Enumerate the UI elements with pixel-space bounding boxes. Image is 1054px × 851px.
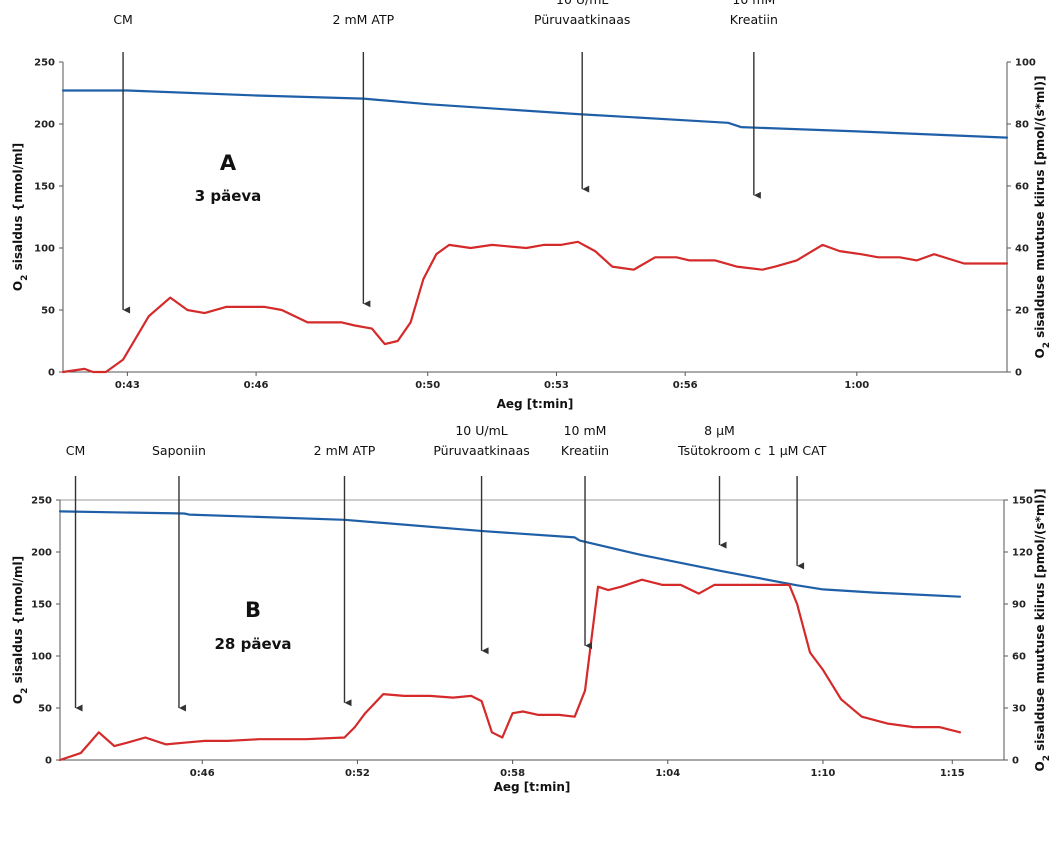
annotation-label: 10 mM — [732, 0, 775, 7]
x-tick-label: 0:56 — [673, 380, 698, 391]
annotation-label: Saponiin — [152, 443, 206, 458]
x-tick-label: 0:53 — [544, 380, 569, 391]
annotation-label: 8 µM — [704, 423, 735, 438]
x-tick-label: 1:00 — [844, 380, 869, 391]
y-left-tick-label: 200 — [34, 120, 55, 131]
y-left-axis-label: O2 sisaldus {nmol/ml] — [11, 556, 30, 704]
annotation-label: 10 U/mL — [455, 423, 507, 438]
y-right-tick-label: 120 — [1012, 548, 1033, 559]
annotation-label: 10 U/mL — [556, 0, 608, 7]
y-left-tick-label: 200 — [31, 548, 52, 559]
y-right-tick-label: 150 — [1012, 496, 1033, 507]
y-left-label-sub: 2 — [20, 688, 30, 694]
chart-panel-b: 0:46 0:52 0:58 1:04 1:10 1:15 0 50 100 150 200 250 0… — [11, 423, 1052, 794]
y-left-label-main: O — [11, 281, 25, 291]
panel-subtitle: 28 päeva — [214, 635, 291, 653]
y-left-tick-label: 0 — [48, 368, 55, 379]
annotation-label: 2 mM ATP — [333, 12, 395, 27]
y-right-label-main: O — [1033, 348, 1047, 358]
annotation-label: CM — [66, 443, 86, 458]
x-tick-label: 1:04 — [655, 768, 680, 779]
x-tick-label: 0:46 — [244, 380, 269, 391]
y-left-tick-label: 50 — [38, 704, 52, 715]
annotation-label: CM — [113, 12, 133, 27]
o2-rate-line — [61, 240, 1009, 374]
x-axis-label: Aeg [t:min] — [497, 397, 574, 411]
y-left-tick-label: 250 — [31, 496, 52, 507]
y-left-tick-label: 0 — [45, 756, 52, 767]
y-right-tick-label: 20 — [1015, 306, 1029, 317]
x-tick-label: 0:46 — [190, 768, 215, 779]
y-left-tick-label: 50 — [41, 306, 55, 317]
y-left-tick-label: 100 — [31, 652, 52, 663]
y-right-tick-label: 80 — [1015, 120, 1029, 131]
annotation-label: Püruvaatkinaas — [433, 443, 529, 458]
y-left-tick-label: 100 — [34, 244, 55, 255]
annotation-label: Kreatiin — [561, 443, 609, 458]
x-tick-label: 0:52 — [345, 768, 370, 779]
panel-subtitle: 3 päeva — [195, 187, 262, 205]
y-right-tick-label: 0 — [1012, 756, 1019, 767]
annotation-label: 1 µM CAT — [768, 443, 827, 458]
y-left-label-rest: sisaldus {nmol/ml] — [11, 556, 25, 688]
y-right-axis-label: O2 sisalduse muutuse kiirus [pmol/(s*ml)… — [1033, 489, 1052, 772]
annotation-label: 10 mM — [564, 423, 607, 438]
y-left-axis-label: O2 sisaldus {nmol/ml] — [11, 143, 30, 291]
y-left-label-main: O — [11, 694, 25, 704]
x-tick-label: 0:43 — [115, 380, 140, 391]
y-left-tick-label: 150 — [31, 600, 52, 611]
y-right-label-sub: 2 — [1042, 755, 1052, 761]
y-left-label-sub: 2 — [20, 275, 30, 281]
y-right-tick-label: 90 — [1012, 600, 1026, 611]
y-right-label-main: O — [1033, 761, 1047, 771]
y-left-tick-label: 150 — [34, 182, 55, 193]
y-right-tick-label: 100 — [1015, 58, 1036, 69]
o2-rate-line — [58, 578, 962, 762]
y-right-tick-label: 60 — [1015, 182, 1029, 193]
annotation-label: 2 mM ATP — [314, 443, 376, 458]
panel-label: A — [220, 151, 237, 175]
x-tick-label: 1:10 — [811, 768, 836, 779]
panel-label: B — [245, 598, 261, 622]
x-tick-label: 0:58 — [500, 768, 525, 779]
y-right-label-rest: sisalduse muutuse kiirus [pmol/(s*ml)] — [1033, 76, 1047, 343]
y-left-tick-label: 250 — [34, 58, 55, 69]
y-right-axis-label: O2 sisalduse muutuse kiirus [pmol/(s*ml)… — [1033, 76, 1052, 359]
y-right-tick-label: 40 — [1015, 244, 1029, 255]
o2-content-line — [61, 89, 1009, 139]
annotation-label: Tsütokroom c — [677, 443, 761, 458]
y-left-label-rest: sisaldus {nmol/ml] — [11, 143, 25, 275]
y-right-tick-label: 60 — [1012, 652, 1026, 663]
y-right-label-sub: 2 — [1042, 342, 1052, 348]
chart-panel-a: 0:43 0:46 0:50 0:53 0:56 1:00 0 50 100 150 200 250 0… — [11, 0, 1052, 411]
y-right-label-rest: sisalduse muutuse kiirus [pmol/(s*ml)] — [1033, 489, 1047, 756]
x-axis-label: Aeg [t:min] — [494, 780, 571, 794]
annotation-label: Püruvaatkinaas — [534, 12, 630, 27]
annotation-label: Kreatiin — [730, 12, 778, 27]
x-tick-label: 0:50 — [415, 380, 440, 391]
o2-content-line — [58, 510, 962, 598]
y-right-tick-label: 30 — [1012, 704, 1026, 715]
x-tick-label: 1:15 — [940, 768, 965, 779]
y-right-tick-label: 0 — [1015, 368, 1022, 379]
